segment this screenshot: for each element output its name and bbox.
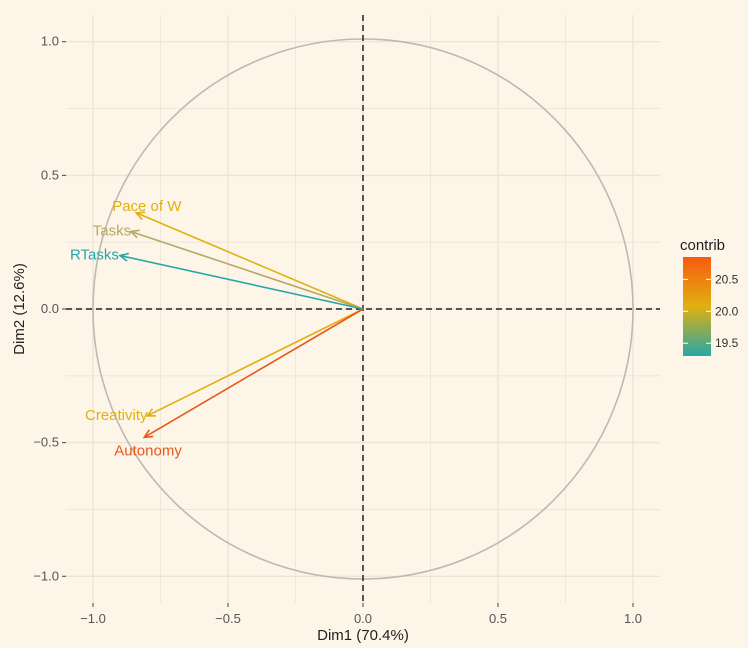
- x-tick-label: 0.5: [489, 611, 507, 626]
- arrow-shaft: [143, 308, 364, 438]
- arrow-head: [145, 408, 157, 417]
- variable-arrows: Pace of W Tasks RTasks Creativity Autonomy: [70, 198, 364, 459]
- variable-label: Creativity: [85, 407, 148, 424]
- x-axis-title: Dim1 (70.4%): [317, 627, 409, 644]
- axis-ticks: −1.0 −0.5 0.0 0.5 1.0 −1.0 −0.5 0.0 0.5 1.0: [33, 34, 642, 626]
- arrow-shaft: [119, 254, 364, 310]
- y-tick-label: 1.0: [41, 34, 59, 49]
- x-tick-label: 0.0: [354, 611, 372, 626]
- arrow-shaft: [146, 308, 364, 417]
- arrow-shaft: [135, 212, 364, 310]
- variable-label: Tasks: [93, 222, 131, 239]
- x-tick-label: 1.0: [624, 611, 642, 626]
- variable-label: Autonomy: [114, 442, 182, 459]
- legend-tick-label: 20.5: [715, 272, 739, 286]
- arrow-head: [134, 211, 146, 221]
- arrow-head: [129, 229, 140, 239]
- x-tick-label: −1.0: [80, 611, 106, 626]
- arrow-head: [118, 252, 129, 262]
- variable-label: RTasks: [70, 247, 119, 264]
- legend-tick-label: 19.5: [715, 336, 739, 350]
- legend-colorbar: [683, 257, 711, 356]
- y-axis-title: Dim2 (12.6%): [11, 263, 28, 355]
- arrow-head: [142, 429, 154, 439]
- y-tick-label: 0.0: [41, 301, 59, 316]
- y-tick-label: 0.5: [41, 167, 59, 182]
- y-tick-label: −1.0: [33, 568, 59, 583]
- variable-label: Pace of W: [112, 198, 182, 215]
- contrib-legend: contrib 19.5 20.0 20.5: [680, 237, 739, 356]
- x-tick-label: −0.5: [215, 611, 241, 626]
- legend-ticks: 19.5 20.0 20.5: [683, 272, 739, 350]
- y-tick-label: −0.5: [33, 435, 59, 450]
- legend-tick-label: 20.0: [715, 304, 739, 318]
- legend-title: contrib: [680, 237, 725, 254]
- arrow-shaft: [130, 230, 364, 310]
